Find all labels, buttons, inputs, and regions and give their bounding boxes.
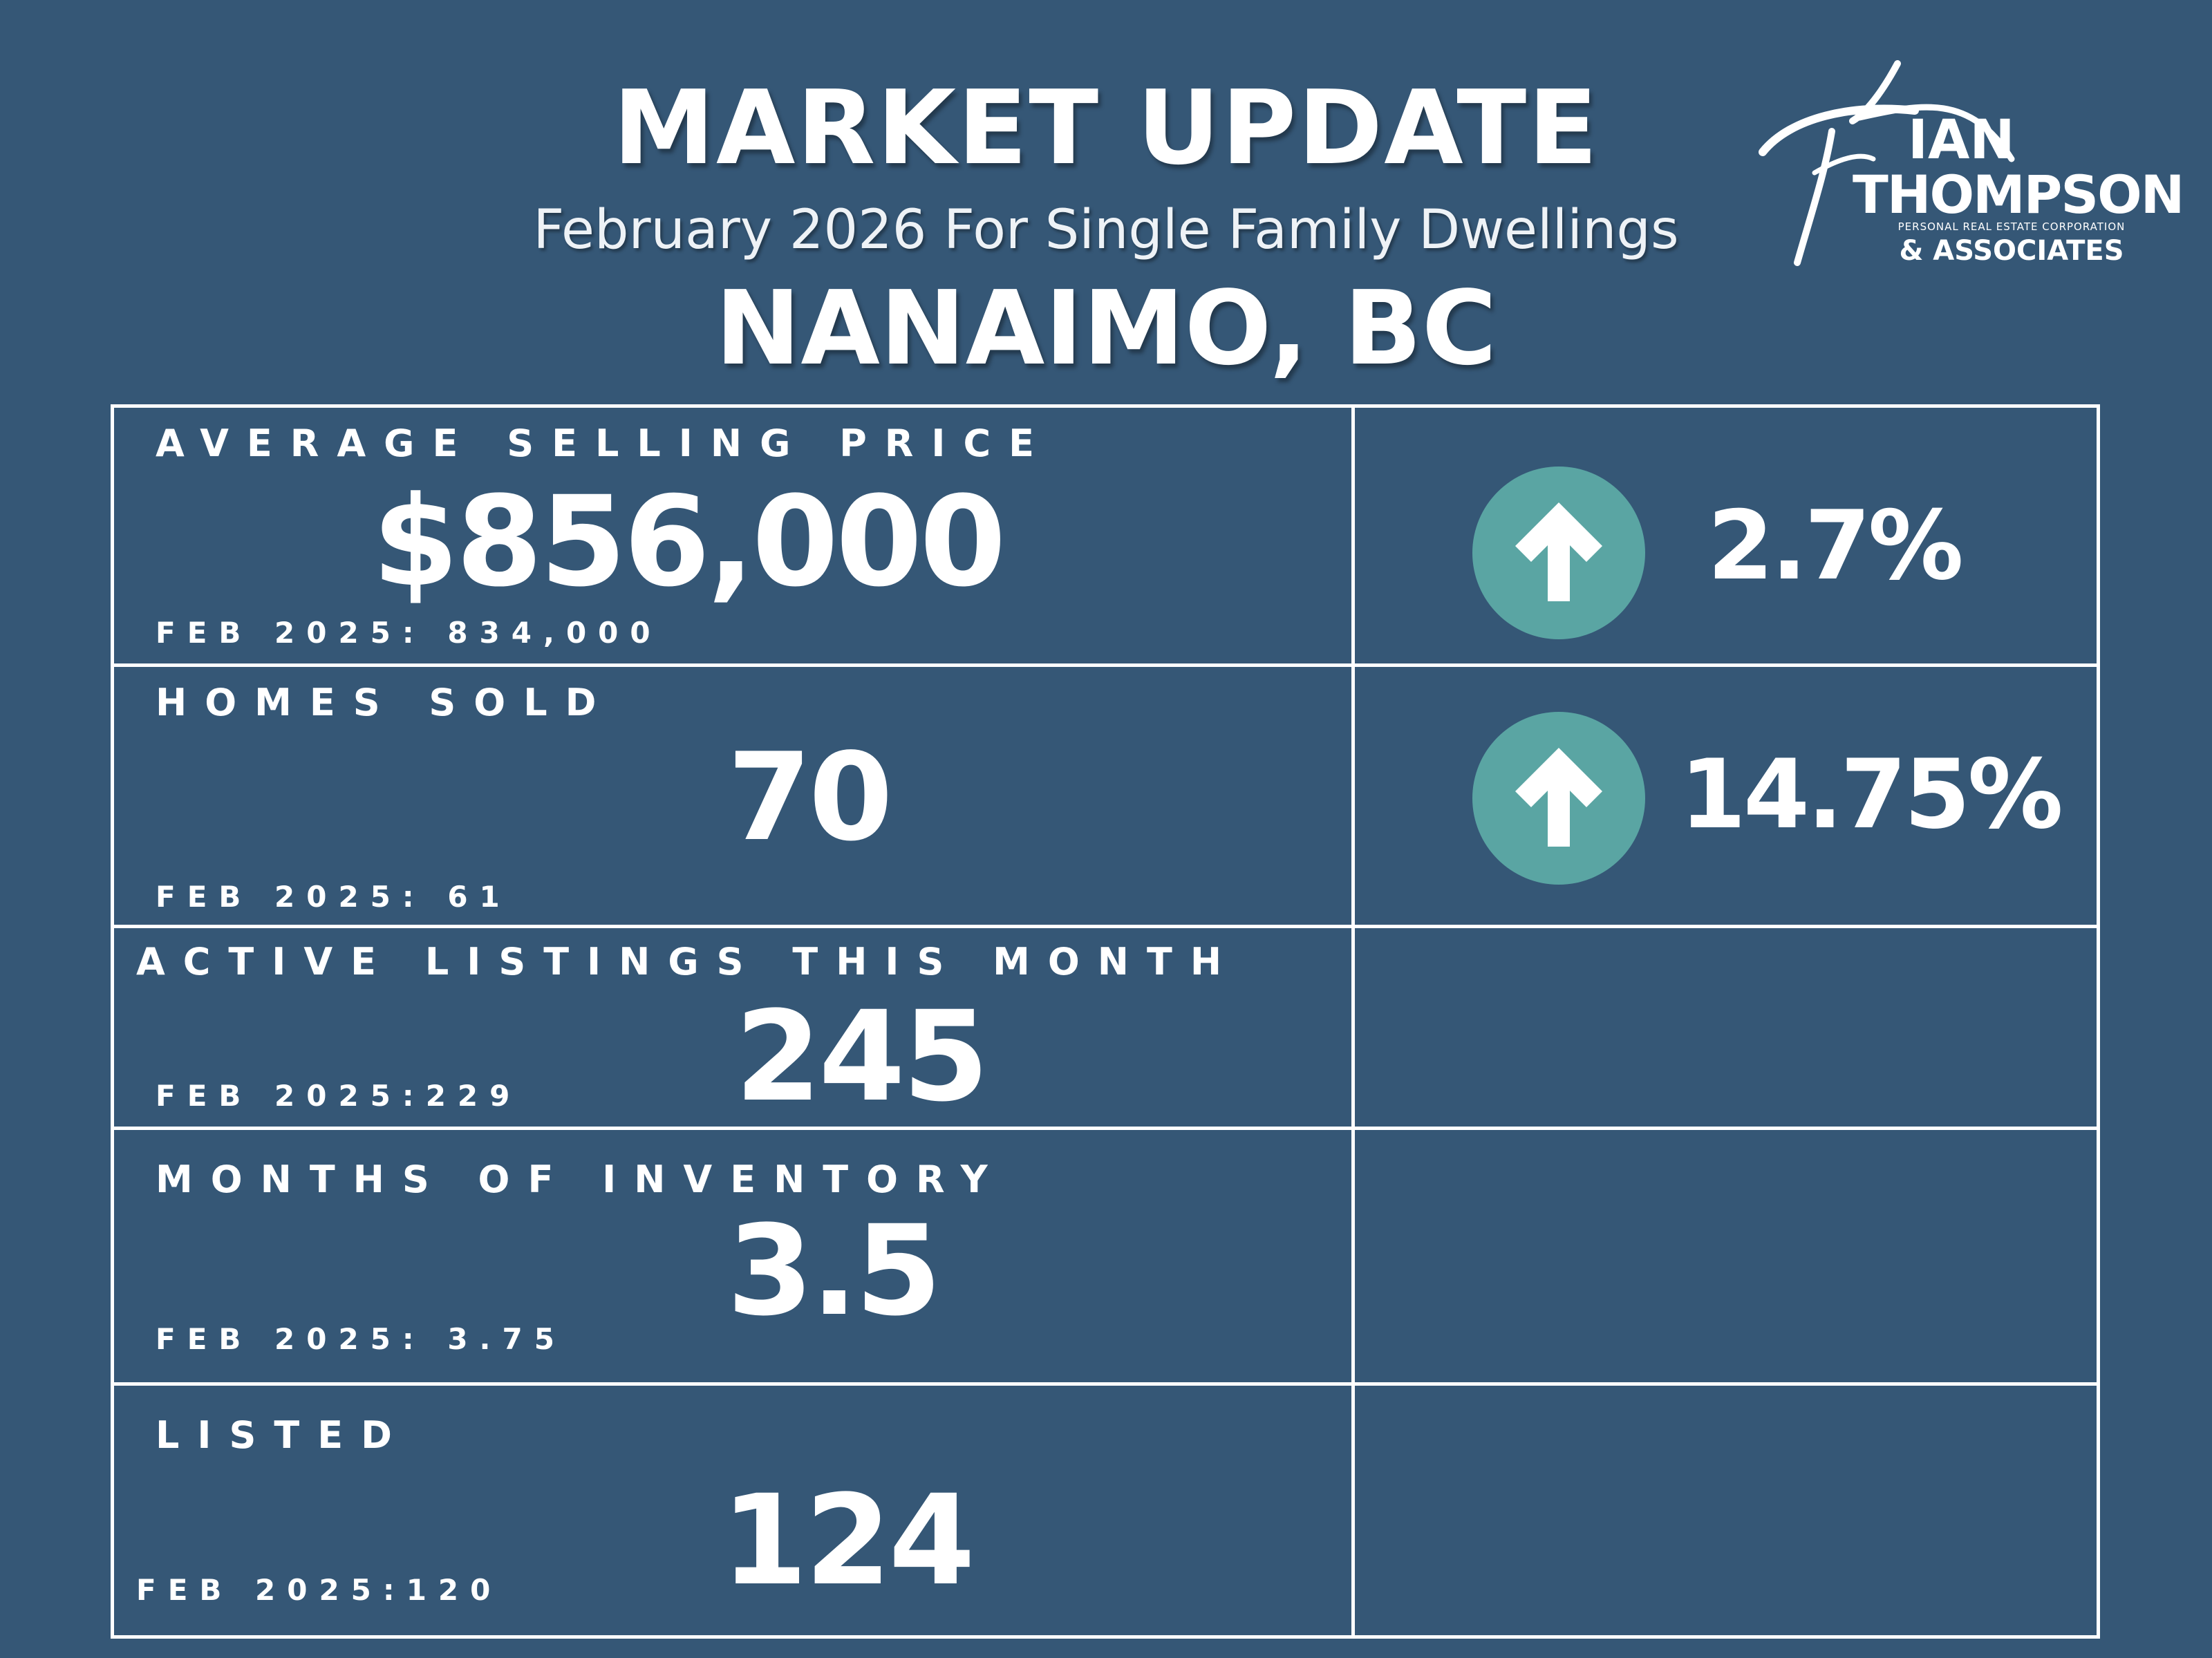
metric-value-listed: 124 xyxy=(721,1469,975,1613)
metric-value-homes-sold: 70 xyxy=(727,728,893,868)
logo-corporation: PERSONAL REAL ESTATE CORPORATION xyxy=(1897,220,2126,233)
metric-previous-active-listings: FEB 2025:229 xyxy=(156,1079,522,1113)
brand-logo: IAN THOMPSON PERSONAL REAL ESTATE CORPOR… xyxy=(1749,55,2184,283)
metric-value-average-selling-price: $856,000 xyxy=(372,470,1006,614)
metric-label-average-selling-price: AVERAGE SELLING PRICE xyxy=(156,422,1052,465)
page-title: MARKET UPDATE xyxy=(612,68,1600,187)
row-divider xyxy=(114,925,2097,928)
metric-previous-listed: FEB 2025:120 xyxy=(136,1573,503,1607)
metric-change-homes-sold: 14.75% xyxy=(1680,739,2063,850)
metric-label-months-of-inventory: MONTHS OF INVENTORY xyxy=(156,1158,1006,1201)
row-divider xyxy=(114,1382,2097,1386)
row-divider xyxy=(114,663,2097,667)
row-divider xyxy=(114,1127,2097,1130)
metric-previous-homes-sold: FEB 2025: 61 xyxy=(156,880,512,914)
logo-name-first: IAN xyxy=(1908,109,2015,171)
metric-label-listed: LISTED xyxy=(156,1413,410,1457)
metric-value-active-listings: 245 xyxy=(735,985,989,1129)
logo-name-last: THOMPSON xyxy=(1853,164,2184,225)
arrow-up-icon xyxy=(1472,712,1645,885)
metrics-table: AVERAGE SELLING PRICE $856,000 FEB 2025:… xyxy=(111,404,2100,1639)
location-heading: NANAIMO, BC xyxy=(715,269,1497,388)
metric-label-active-listings: ACTIVE LISTINGS THIS MONTH xyxy=(136,940,1240,983)
metric-previous-average-selling-price: FEB 2025: 834,000 xyxy=(156,616,662,650)
metric-change-average-selling-price: 2.7% xyxy=(1707,490,1964,601)
metric-value-months-of-inventory: 3.5 xyxy=(727,1199,942,1344)
arrow-up-icon xyxy=(1472,467,1645,639)
metric-previous-months-of-inventory: FEB 2025: 3.75 xyxy=(156,1322,566,1356)
logo-associates: & ASSOCIATES xyxy=(1899,235,2124,267)
stylized-figure-roof-icon xyxy=(1759,60,2015,266)
page-subtitle: February 2026 For Single Family Dwelling… xyxy=(533,199,1679,261)
metric-label-homes-sold: HOMES SOLD xyxy=(156,681,615,724)
column-divider xyxy=(1351,408,1355,1635)
